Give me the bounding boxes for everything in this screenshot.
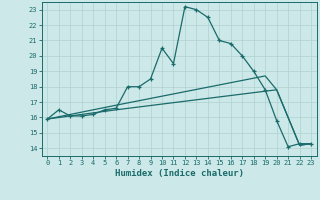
- X-axis label: Humidex (Indice chaleur): Humidex (Indice chaleur): [115, 169, 244, 178]
